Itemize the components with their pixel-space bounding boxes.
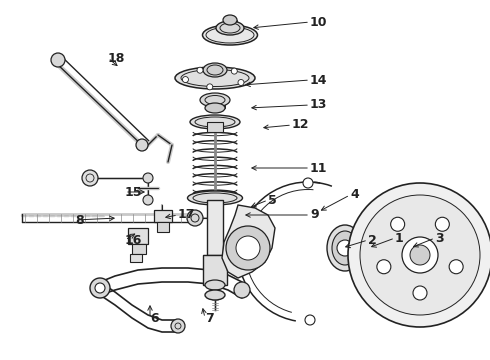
Circle shape: [348, 183, 490, 327]
Circle shape: [410, 245, 430, 265]
Circle shape: [143, 195, 153, 205]
Bar: [203, 255, 227, 285]
Circle shape: [136, 139, 148, 151]
Text: 8: 8: [75, 213, 84, 226]
Circle shape: [143, 173, 153, 183]
Circle shape: [402, 237, 438, 273]
Text: 14: 14: [310, 73, 327, 86]
Circle shape: [51, 53, 65, 67]
Circle shape: [95, 283, 105, 293]
Circle shape: [182, 77, 189, 82]
Polygon shape: [222, 205, 275, 278]
Circle shape: [413, 286, 427, 300]
Text: 15: 15: [125, 185, 143, 198]
Ellipse shape: [327, 225, 363, 271]
Bar: [207, 122, 223, 132]
Text: 1: 1: [395, 231, 404, 244]
Circle shape: [391, 217, 405, 231]
Circle shape: [358, 253, 366, 261]
Circle shape: [360, 195, 480, 315]
Circle shape: [187, 210, 203, 226]
Circle shape: [82, 170, 98, 186]
Circle shape: [238, 80, 244, 85]
Circle shape: [231, 68, 237, 74]
Text: 2: 2: [368, 234, 377, 247]
Text: 16: 16: [125, 234, 143, 247]
Text: 9: 9: [310, 208, 318, 221]
Ellipse shape: [203, 63, 227, 77]
Text: 13: 13: [310, 99, 327, 112]
Text: 4: 4: [350, 189, 359, 202]
Circle shape: [366, 239, 384, 257]
Bar: [132, 244, 146, 254]
Ellipse shape: [361, 234, 389, 262]
Bar: [128, 228, 148, 244]
Circle shape: [226, 226, 270, 270]
Text: 10: 10: [310, 15, 327, 28]
Bar: [157, 222, 169, 232]
Circle shape: [377, 260, 391, 274]
Text: 11: 11: [310, 162, 327, 175]
Ellipse shape: [223, 15, 237, 25]
Circle shape: [236, 236, 260, 260]
Circle shape: [305, 315, 315, 325]
Bar: [130, 254, 142, 262]
Ellipse shape: [200, 93, 230, 107]
Circle shape: [303, 178, 313, 188]
Circle shape: [197, 67, 203, 73]
Text: 18: 18: [108, 51, 125, 64]
Ellipse shape: [332, 231, 358, 265]
Circle shape: [376, 259, 384, 267]
Text: 3: 3: [435, 231, 443, 244]
Ellipse shape: [175, 67, 255, 89]
Text: 6: 6: [150, 311, 159, 324]
Circle shape: [358, 235, 366, 243]
Circle shape: [376, 229, 384, 237]
Text: 12: 12: [292, 118, 310, 131]
Ellipse shape: [190, 115, 240, 129]
Bar: [207, 200, 223, 255]
Ellipse shape: [205, 103, 225, 113]
Circle shape: [171, 319, 185, 333]
Text: 17: 17: [178, 208, 196, 221]
Text: 5: 5: [268, 194, 277, 207]
Ellipse shape: [205, 290, 225, 300]
Circle shape: [337, 240, 353, 256]
Circle shape: [90, 278, 110, 298]
Ellipse shape: [216, 21, 244, 35]
Bar: [154, 210, 172, 222]
Ellipse shape: [355, 228, 395, 268]
Circle shape: [435, 217, 449, 231]
Circle shape: [449, 260, 463, 274]
Circle shape: [234, 282, 250, 298]
Ellipse shape: [188, 191, 243, 205]
Circle shape: [207, 84, 213, 90]
Text: 7: 7: [205, 311, 214, 324]
Ellipse shape: [205, 280, 225, 290]
Ellipse shape: [202, 25, 258, 45]
Circle shape: [387, 244, 395, 252]
